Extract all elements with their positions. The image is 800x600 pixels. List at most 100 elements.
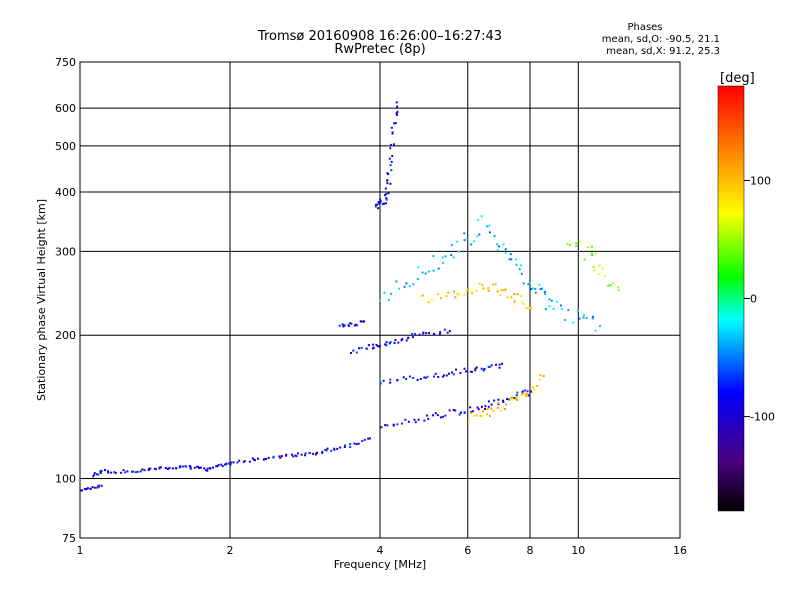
y-tick-label: 200 <box>55 329 76 342</box>
data-point <box>508 258 511 261</box>
data-point <box>330 449 333 452</box>
data-point <box>575 242 578 244</box>
data-point <box>478 233 481 236</box>
data-point <box>357 442 360 445</box>
data-point <box>398 287 401 290</box>
data-point <box>99 470 102 473</box>
data-point <box>591 254 594 257</box>
data-point <box>396 379 399 382</box>
data-point <box>391 132 394 135</box>
data-point <box>379 198 382 201</box>
data-point <box>585 317 588 320</box>
data-point <box>548 298 551 301</box>
data-point <box>389 341 392 344</box>
data-point <box>475 289 478 292</box>
data-point <box>513 293 516 296</box>
data-point <box>590 252 593 254</box>
data-point <box>215 465 218 468</box>
data-point <box>504 288 507 291</box>
data-point <box>539 288 542 291</box>
data-point <box>543 375 546 377</box>
data-point <box>401 422 403 425</box>
data-point <box>543 290 546 293</box>
data-point <box>487 405 490 408</box>
data-point <box>383 291 386 294</box>
data-point <box>217 464 220 467</box>
data-point <box>472 240 475 243</box>
data-point <box>81 489 83 492</box>
data-point <box>445 374 448 377</box>
colorbar-label: [deg] <box>720 71 755 86</box>
data-point <box>486 287 489 290</box>
data-point <box>353 442 356 445</box>
data-point <box>389 378 392 381</box>
data-point <box>408 285 411 288</box>
data-point <box>196 465 199 468</box>
data-point <box>405 339 408 342</box>
data-point <box>300 453 303 456</box>
data-point <box>110 471 113 474</box>
y-tick-label: 300 <box>55 245 76 258</box>
data-point <box>107 470 109 473</box>
data-point <box>390 169 393 172</box>
data-point <box>478 282 481 285</box>
data-point <box>609 284 612 287</box>
data-point <box>394 339 397 342</box>
y-axis-label: Stationary phase Virtual Height [km] <box>35 199 48 401</box>
data-point <box>497 245 500 248</box>
data-point <box>503 408 506 410</box>
data-point <box>448 330 451 333</box>
data-point <box>489 414 491 417</box>
data-point <box>502 399 504 402</box>
data-point <box>481 283 484 286</box>
data-point <box>422 331 425 334</box>
data-point <box>556 300 558 303</box>
data-point <box>99 472 102 474</box>
data-point <box>279 456 282 459</box>
data-point <box>333 448 336 451</box>
data-point <box>452 256 455 259</box>
data-point <box>203 467 206 470</box>
data-point <box>480 367 483 370</box>
data-point <box>262 458 265 461</box>
data-point <box>181 465 184 468</box>
data-point <box>487 290 490 292</box>
data-point <box>365 347 368 350</box>
data-point <box>594 329 597 332</box>
chart-title: Tromsø 20160908 16:26:00–16:27:43 <box>257 29 502 44</box>
data-point <box>344 444 346 447</box>
data-point <box>598 325 601 328</box>
data-point <box>350 352 352 354</box>
data-point <box>521 300 524 303</box>
data-point <box>572 321 575 324</box>
data-point <box>488 231 491 234</box>
data-point <box>444 414 447 417</box>
data-point <box>385 198 388 201</box>
data-point <box>251 457 254 460</box>
data-point <box>423 419 426 422</box>
data-point <box>516 399 519 402</box>
data-point <box>321 452 324 455</box>
data-point <box>209 467 212 470</box>
data-point <box>386 182 389 185</box>
data-point <box>448 372 450 375</box>
data-point <box>155 468 157 471</box>
data-point <box>423 376 426 379</box>
data-point <box>136 470 139 473</box>
data-point <box>254 459 256 462</box>
data-point <box>236 461 239 464</box>
data-point <box>450 244 453 247</box>
data-point <box>424 272 427 275</box>
data-point <box>441 256 444 259</box>
data-point <box>510 258 513 261</box>
colorbar-tick-label: 100 <box>750 174 771 187</box>
data-point <box>490 403 493 406</box>
data-point <box>395 280 398 283</box>
data-point <box>515 394 518 397</box>
data-point <box>171 467 174 470</box>
data-point <box>498 363 501 366</box>
data-point <box>433 375 435 378</box>
data-point <box>544 308 547 311</box>
data-point <box>472 414 475 417</box>
data-point <box>482 287 485 290</box>
